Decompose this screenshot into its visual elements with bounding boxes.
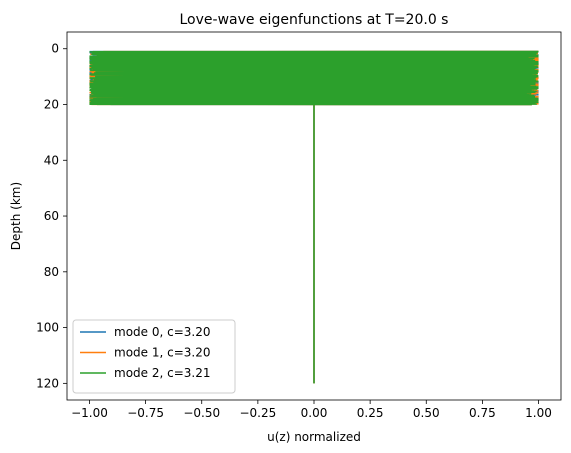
- y-axis-ticks: 0 20 40 60 80 100 120: [36, 42, 67, 390]
- y-tick-label: 20: [44, 98, 59, 112]
- y-axis-label: Depth (km): [9, 182, 23, 250]
- y-tick-label: 120: [36, 376, 59, 390]
- legend-label: mode 1, c=3.20: [114, 346, 210, 360]
- x-tick-label: 1.00: [525, 406, 552, 420]
- legend-label: mode 0, c=3.20: [114, 325, 210, 339]
- x-tick-label: −0.75: [127, 406, 164, 420]
- legend-entries: mode 0, c=3.20 mode 1, c=3.20 mode 2, c=3.…: [80, 325, 210, 380]
- x-tick-label: −1.00: [71, 406, 108, 420]
- x-tick-label: 0.00: [301, 406, 328, 420]
- series-line-mode-2: [89, 50, 539, 384]
- y-tick-label: 80: [44, 265, 59, 279]
- x-tick-label: −0.25: [239, 406, 276, 420]
- y-tick-label: 60: [44, 209, 59, 223]
- y-tick-label: 40: [44, 153, 59, 167]
- x-tick-label: 0.25: [357, 406, 384, 420]
- legend-box: [72, 319, 236, 394]
- legend: mode 0, c=3.20 mode 1, c=3.20 mode 2, c=3.…: [72, 319, 236, 394]
- series-layer: [89, 50, 539, 384]
- x-tick-label: 0.50: [413, 406, 440, 420]
- y-tick-label: 100: [36, 321, 59, 335]
- legend-label: mode 2, c=3.21: [114, 366, 210, 380]
- x-tick-label: −0.50: [183, 406, 220, 420]
- chart-title: Love-wave eigenfunctions at T=20.0 s: [180, 12, 449, 28]
- x-axis-label: u(z) normalized: [267, 430, 361, 444]
- x-axis-ticks: −1.00 −0.75 −0.50 −0.25 0.00 0.25 0.50 0.75 1.00: [71, 400, 552, 420]
- y-tick-label: 0: [51, 42, 59, 56]
- x-tick-label: 0.75: [469, 406, 496, 420]
